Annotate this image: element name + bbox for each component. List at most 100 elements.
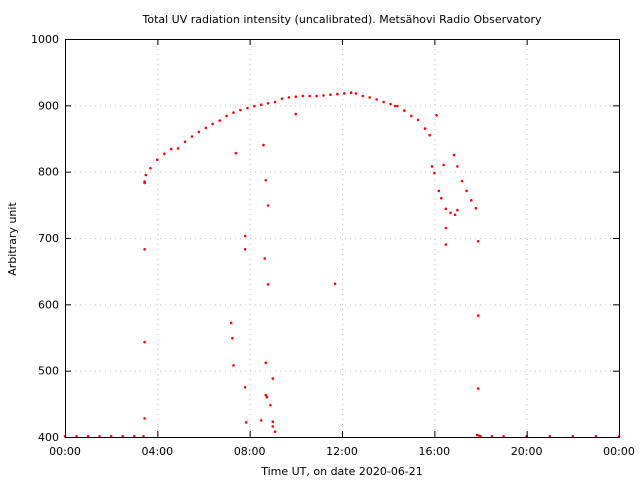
data-point	[460, 179, 464, 183]
data-point	[403, 109, 406, 112]
y-tick-label: 600	[38, 298, 59, 311]
data-point	[322, 94, 325, 97]
data-point	[389, 102, 392, 106]
data-point	[190, 135, 194, 138]
data-point	[183, 140, 187, 144]
data-point	[444, 226, 448, 230]
data-point	[143, 248, 146, 251]
data-point	[475, 433, 479, 437]
data-point	[98, 435, 101, 438]
data-point	[440, 196, 443, 200]
data-point	[502, 435, 505, 438]
data-point	[243, 248, 247, 251]
data-point	[423, 127, 427, 130]
x-tick-label: 20:00	[511, 445, 543, 458]
data-point	[456, 165, 459, 168]
x-tick-label: 04:00	[141, 445, 173, 458]
data-point	[163, 152, 166, 156]
data-point	[75, 435, 78, 438]
data-point	[476, 314, 480, 317]
x-tick-label: 16:00	[418, 445, 450, 458]
data-point	[465, 189, 468, 193]
data-point	[368, 96, 372, 99]
data-point	[86, 435, 90, 438]
x-tick-label: 00:00	[49, 445, 81, 458]
data-point	[266, 283, 270, 286]
data-point	[271, 425, 275, 428]
data-point	[428, 133, 432, 137]
data-point	[109, 435, 113, 438]
data-point	[294, 95, 298, 98]
data-point	[301, 94, 305, 98]
data-point	[133, 435, 136, 438]
data-point	[225, 114, 228, 118]
data-point	[375, 98, 378, 101]
data-point	[433, 171, 436, 175]
y-tick-label: 500	[38, 365, 59, 378]
axis-ticks	[65, 39, 620, 438]
data-point	[229, 321, 233, 325]
grid-lines	[65, 39, 619, 437]
data-point	[273, 430, 277, 434]
data-point	[234, 151, 238, 155]
data-point	[594, 435, 598, 438]
data-point	[349, 91, 353, 94]
data-point	[393, 104, 397, 108]
data-point	[121, 435, 124, 438]
data-point	[211, 122, 214, 126]
y-tick-labels: 400 500 600 700 800 900 1000	[31, 33, 59, 444]
data-point	[474, 206, 478, 210]
data-point	[231, 336, 234, 340]
data-point	[264, 179, 268, 182]
x-tick-label: 08:00	[234, 445, 266, 458]
data-point	[271, 377, 275, 380]
data-point	[143, 417, 146, 420]
data-point	[264, 361, 268, 365]
data-point	[143, 181, 146, 185]
y-axis-label: Arbitrary unit	[6, 202, 19, 276]
x-axis-label: Time UT, on date 2020-06-21	[260, 465, 423, 478]
data-point	[444, 243, 448, 246]
data-point	[476, 387, 480, 390]
data-point	[218, 119, 221, 122]
data-point	[476, 240, 480, 243]
y-tick-label: 400	[38, 431, 59, 444]
data-point	[262, 143, 265, 147]
data-point	[142, 435, 145, 438]
data-point	[232, 111, 235, 114]
data-point	[410, 114, 413, 118]
data-point	[444, 207, 448, 211]
data-point	[452, 153, 456, 157]
data-point	[430, 165, 434, 168]
y-tick-label: 1000	[31, 33, 59, 46]
data-point	[197, 130, 201, 134]
data-point	[266, 102, 270, 105]
data-point	[156, 158, 159, 161]
data-point	[246, 106, 249, 110]
data-point	[259, 103, 263, 106]
data-point	[271, 420, 275, 424]
data-point	[354, 92, 358, 95]
data-point	[144, 173, 148, 177]
data-point	[396, 104, 399, 108]
data-point	[169, 147, 173, 151]
data-point	[263, 257, 267, 260]
data-point	[287, 96, 291, 99]
data-point	[259, 419, 263, 422]
data-point	[437, 189, 441, 193]
y-tick-label: 900	[38, 99, 59, 112]
data-point	[308, 94, 312, 98]
data-point	[315, 94, 318, 98]
data-point	[478, 434, 481, 438]
data-point	[232, 364, 235, 367]
data-point	[269, 403, 272, 407]
data-point	[490, 435, 494, 438]
data-points	[63, 91, 621, 438]
data-point	[442, 163, 445, 167]
data-point	[329, 93, 332, 96]
data-point	[264, 393, 268, 397]
data-point	[294, 112, 298, 116]
data-point	[449, 211, 452, 215]
data-point	[273, 100, 277, 104]
